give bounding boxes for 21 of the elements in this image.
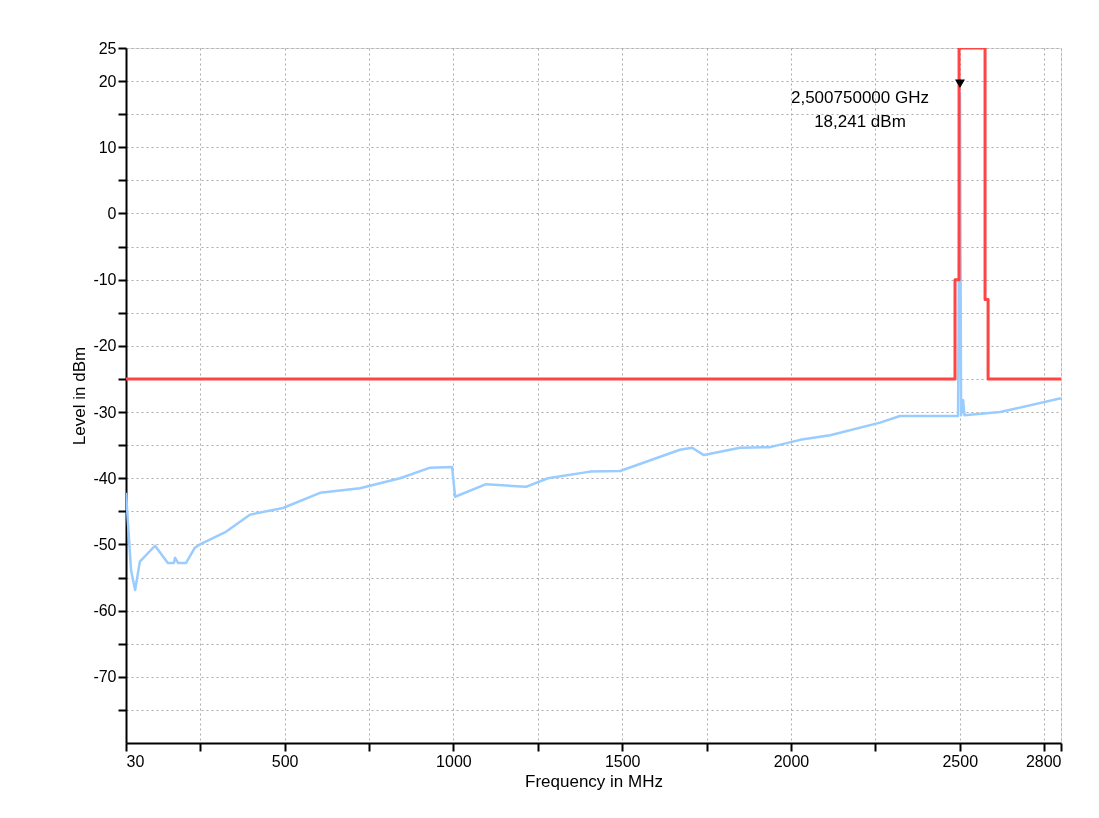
y-tick-label: -50: [93, 535, 117, 553]
y-axis-title: Level in dBm: [70, 346, 90, 446]
y-tick-label: 20: [98, 72, 117, 90]
y-tick-label: -40: [93, 469, 117, 487]
y-tick-label: -10: [93, 271, 117, 289]
annotation: 2,500750000 GHz 18,241 dBm: [790, 87, 929, 131]
y-tick-label: -60: [93, 602, 117, 620]
x-tick-label: 30: [126, 752, 145, 770]
y-tick-label: 0: [107, 204, 117, 222]
x-tick-label: 2000: [773, 752, 810, 770]
y-tick-label: 25: [98, 39, 117, 57]
y-tick-label: -70: [93, 668, 117, 686]
x-axis-title: Frequency in MHz: [525, 771, 663, 791]
y-tick-label: -20: [93, 337, 117, 355]
x-tick-label: 2500: [942, 752, 979, 770]
x-tick-label: 1000: [436, 752, 472, 770]
y-tick-label: -30: [93, 403, 117, 421]
x-tick-label: 1500: [604, 752, 641, 770]
x-tick-label: 500: [271, 752, 299, 770]
x-tick-label: 2800: [1025, 752, 1062, 770]
y-tick-label: 10: [98, 138, 117, 156]
